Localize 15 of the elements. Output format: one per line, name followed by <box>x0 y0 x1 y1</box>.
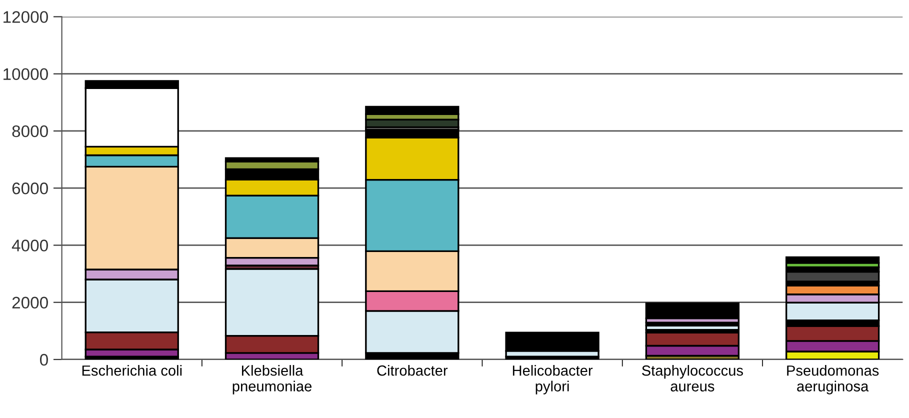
y-tick-label: 2000 <box>12 296 48 309</box>
bar <box>645 302 740 320</box>
y-tick-label: 10000 <box>4 68 48 80</box>
x-tick-label: Escherichia coli <box>82 365 182 376</box>
y-tick-label: 6000 <box>12 182 48 194</box>
bar <box>785 256 880 264</box>
x-tick-label: Citrobacter <box>377 365 448 376</box>
x-tick-label: Helicobacter pylori <box>512 365 593 394</box>
y-tick-label: 4000 <box>12 240 48 252</box>
x-tick-label: Pseudomonas aeruginosa <box>787 365 879 394</box>
x-tick-label: Klebsiella pneumoniae <box>232 365 312 394</box>
x-tick-label: Staphylococcus aureus <box>642 365 743 392</box>
y-tick-label: 0 <box>40 354 48 366</box>
y-tick-label: 12000 <box>4 11 48 23</box>
y-tick-label: 8000 <box>12 125 48 138</box>
